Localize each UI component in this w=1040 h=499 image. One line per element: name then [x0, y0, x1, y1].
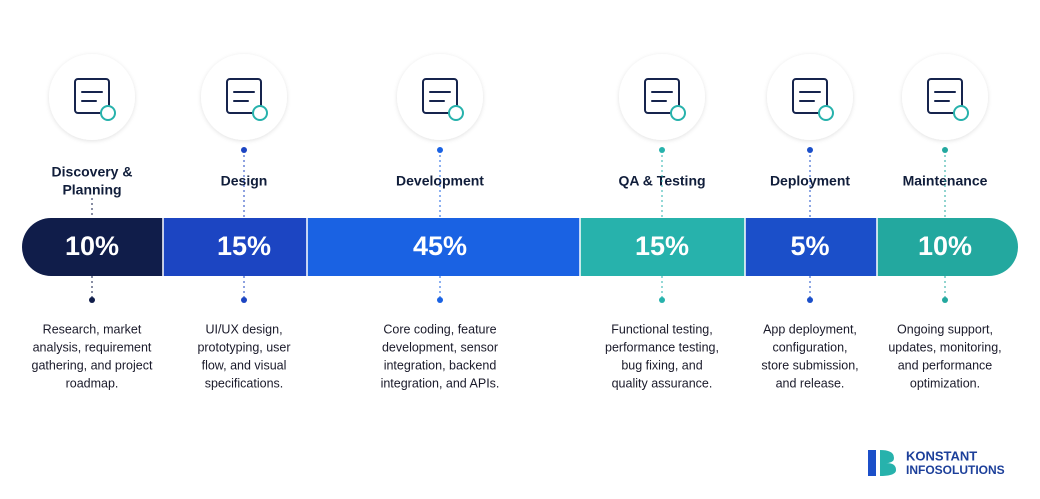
icon-accent — [448, 105, 464, 121]
brand-subname: INFOSOLUTIONS — [906, 463, 1005, 477]
connector-dot — [437, 297, 443, 303]
phase-icon — [422, 78, 464, 121]
phase-name: Planning — [62, 182, 121, 198]
icon-frame — [927, 78, 963, 114]
phase-description: prototyping, user — [197, 340, 290, 354]
icon-circle — [201, 54, 287, 140]
phase-icon — [792, 78, 834, 121]
phase-description: configuration, — [772, 340, 847, 354]
phase-icon — [644, 78, 686, 121]
icon-circle — [49, 54, 135, 140]
icon-accent — [252, 105, 268, 121]
bar-segment — [163, 218, 307, 276]
icon-accent — [953, 105, 969, 121]
phase-icon — [927, 78, 969, 121]
phase-percent: 5% — [790, 231, 829, 261]
bar-segment — [22, 218, 163, 276]
icon-circle — [397, 54, 483, 140]
phase-description: analysis, requirement — [33, 340, 152, 354]
phase-description: bug fixing, and — [621, 358, 702, 372]
icon-circle — [619, 54, 705, 140]
phase-description: and performance — [898, 358, 993, 372]
connector-dot — [241, 297, 247, 303]
icon-accent — [818, 105, 834, 121]
phase-description: optimization. — [910, 376, 980, 390]
phase-description: flow, and visual — [202, 358, 287, 372]
phase-percent: 45% — [413, 231, 467, 261]
bar-segment — [745, 218, 877, 276]
phase-description: Ongoing support, — [897, 322, 993, 336]
icon-circle — [902, 54, 988, 140]
icon-frame — [422, 78, 458, 114]
phase-description: and release. — [776, 376, 845, 390]
phase-description: integration, backend — [384, 358, 497, 372]
phase-description: UI/UX design, — [205, 322, 282, 336]
phase-percent: 10% — [65, 231, 119, 261]
timeline-bar — [22, 218, 1018, 276]
phase-description: store submission, — [761, 358, 858, 372]
phase-description: roadmap. — [66, 376, 119, 390]
connector-dot — [659, 297, 665, 303]
phase-description: integration, and APIs. — [381, 376, 500, 390]
bar-segment — [307, 218, 580, 276]
phase-description: Functional testing, — [611, 322, 712, 336]
phase-description: updates, monitoring, — [888, 340, 1001, 354]
phase-percent: 10% — [918, 231, 972, 261]
brand-name: KONSTANT — [906, 448, 977, 463]
bar-segment — [580, 218, 745, 276]
icon-accent — [670, 105, 686, 121]
phase-icon — [74, 78, 116, 121]
phase-description: specifications. — [205, 376, 284, 390]
icon-frame — [792, 78, 828, 114]
phase-description: Research, market — [43, 322, 142, 336]
connector-dot — [942, 297, 948, 303]
phase-description: App deployment, — [763, 322, 857, 336]
icon-frame — [644, 78, 680, 114]
icon-frame — [226, 78, 262, 114]
brand-logo: KONSTANT INFOSOLUTIONS — [868, 448, 1005, 477]
phase-percent: 15% — [635, 231, 689, 261]
bar-segment — [877, 218, 1018, 276]
icon-accent — [100, 105, 116, 121]
phase-icon — [226, 78, 268, 121]
icon-frame — [74, 78, 110, 114]
phase-description: performance testing, — [605, 340, 719, 354]
phase-description: Core coding, feature — [383, 322, 496, 336]
phase-percent: 15% — [217, 231, 271, 261]
phase-name: Discovery & — [52, 164, 133, 180]
phase-description: quality assurance. — [612, 376, 713, 390]
icon-circle — [767, 54, 853, 140]
phase-description: development, sensor — [382, 340, 498, 354]
connector-dot — [807, 297, 813, 303]
connector-dot — [89, 297, 95, 303]
phase-description: gathering, and project — [32, 358, 153, 372]
